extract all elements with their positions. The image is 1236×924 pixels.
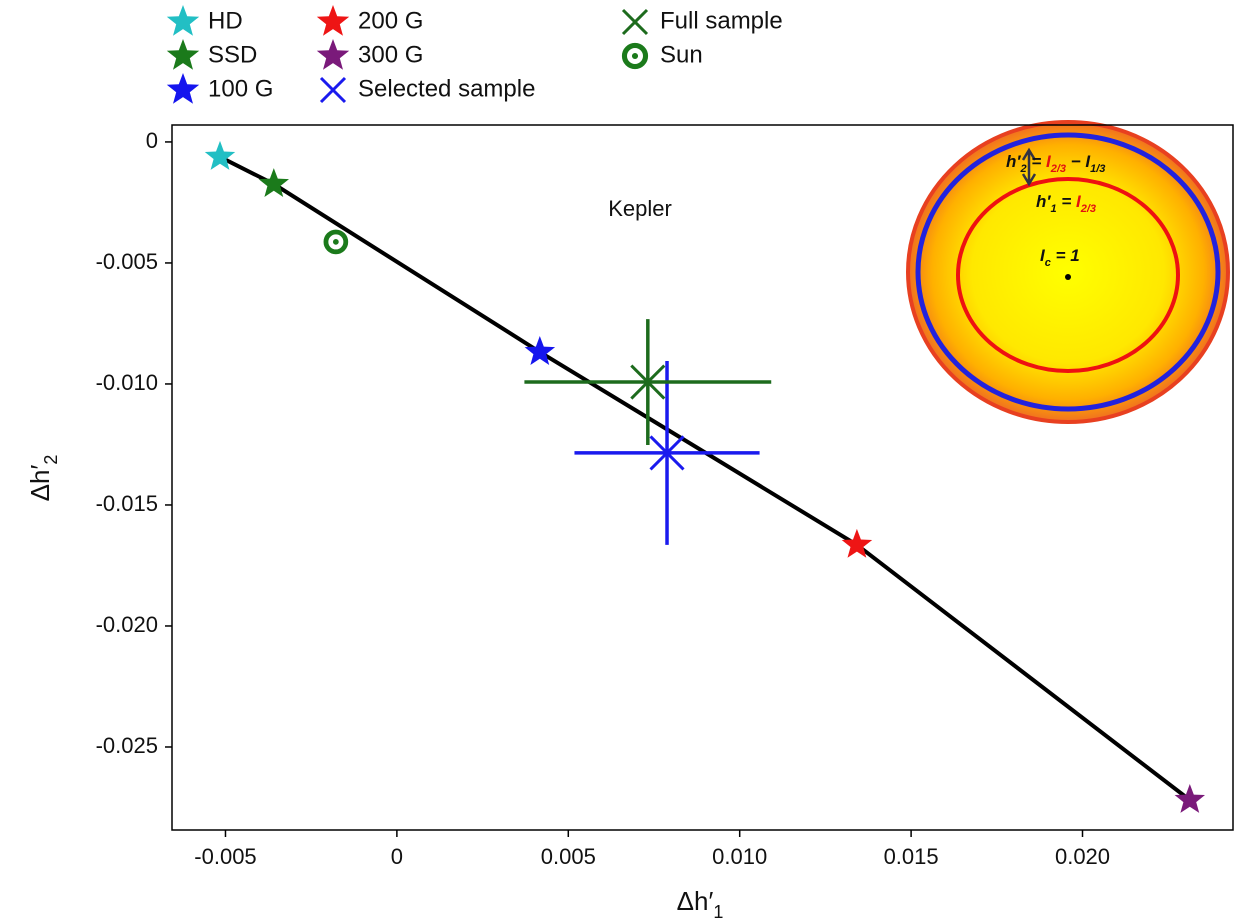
annotation: Kepler <box>608 196 672 221</box>
legend-label: SSD <box>208 41 257 68</box>
inset-h1-label: h′1 = I2/3 <box>1036 192 1096 214</box>
y-tick-label: 0 <box>146 128 158 153</box>
sun-ring <box>323 229 349 255</box>
legend-label: 300 G <box>358 41 423 68</box>
x-axis-label-part: Δh′ <box>677 886 714 916</box>
sun-ring <box>621 42 649 70</box>
inset-h2-label-part: 1/3 <box>1090 163 1105 175</box>
legend-label: 200 G <box>358 7 423 34</box>
inset-h2-label-part: h′ <box>1006 152 1021 171</box>
x-tick-label: -0.005 <box>194 844 256 869</box>
y-axis-label-part: Δh′ <box>25 465 55 502</box>
y-tick-label: -0.010 <box>96 370 158 395</box>
x-tick-label: 0.015 <box>884 844 939 869</box>
legend-label: HD <box>208 7 243 34</box>
inset-h1-label-part: 1 <box>1050 203 1056 215</box>
star-marker <box>204 140 236 170</box>
x-tick-label: 0.020 <box>1055 844 1110 869</box>
inset-ic-label: Ic = 1 <box>1040 246 1080 268</box>
star-marker <box>1174 784 1205 813</box>
inset-disk <box>906 120 1230 424</box>
y-tick-label: -0.015 <box>96 491 158 516</box>
inset: h′2 = I2/3 − I1/3h′1 = I2/3Ic = 1 <box>906 120 1230 424</box>
inset-h1-label-part: 2/3 <box>1080 203 1096 215</box>
legend-label: Selected sample <box>358 75 535 102</box>
sun-dot <box>332 239 339 245</box>
y-tick-label: -0.025 <box>96 733 158 758</box>
star-marker <box>258 168 289 197</box>
y-axis-label-part: 2 <box>41 455 61 465</box>
x-marker <box>621 8 649 36</box>
inset-h2-label-part: I <box>1085 152 1091 171</box>
inset-h1-label-part: = <box>1057 192 1076 211</box>
sun-dot <box>631 52 639 60</box>
plot-frame <box>171 124 1234 831</box>
x-marker <box>649 435 685 471</box>
legend-label: Full sample <box>660 7 783 34</box>
y-tick-label: -0.005 <box>96 249 158 274</box>
inset-ic-label-part: = 1 <box>1051 246 1080 265</box>
x-axis-label-part: 1 <box>713 902 723 922</box>
inset-arrow <box>1021 147 1037 187</box>
inset-ic-label-part: c <box>1045 257 1051 269</box>
inset-ring-blue <box>915 132 1221 412</box>
star-marker <box>316 5 350 36</box>
star-marker <box>841 528 873 558</box>
inset-ring-red <box>956 177 1180 373</box>
inset-h1-label-part: h′ <box>1036 192 1051 211</box>
y-tick-label: -0.020 <box>96 612 158 637</box>
inset-h2-label-part: = <box>1027 152 1046 171</box>
inset-h2-label-part: I <box>1046 152 1052 171</box>
x-axis-label: Δh′1 <box>677 886 724 922</box>
x-tick-label: 0.010 <box>712 844 767 869</box>
inset-h1-label-part: I <box>1076 192 1082 211</box>
star-marker <box>316 39 350 70</box>
inset-h2-label: h′2 = I2/3 − I1/3 <box>1006 152 1105 174</box>
star-marker <box>166 73 200 104</box>
legend-label: 100 G <box>208 75 273 102</box>
sun-marker <box>621 42 649 70</box>
x-marker <box>319 76 347 104</box>
x-tick-label: 0 <box>391 844 403 869</box>
inset-ic-label-part: I <box>1040 246 1046 265</box>
inset-center <box>1065 274 1071 280</box>
legend-label: Sun <box>660 41 703 68</box>
inset-h2-label-part: 2/3 <box>1050 163 1066 175</box>
y-axis-label: Δh′2 <box>25 455 61 502</box>
inset-h2-label-part: − <box>1066 152 1085 171</box>
x-marker <box>630 364 666 400</box>
x-tick-label: 0.005 <box>541 844 596 869</box>
star-marker <box>524 336 556 365</box>
inset-h2-label-part: 2 <box>1019 163 1026 175</box>
star-marker <box>166 5 200 36</box>
star-marker <box>166 39 200 70</box>
sun-marker <box>323 229 349 255</box>
